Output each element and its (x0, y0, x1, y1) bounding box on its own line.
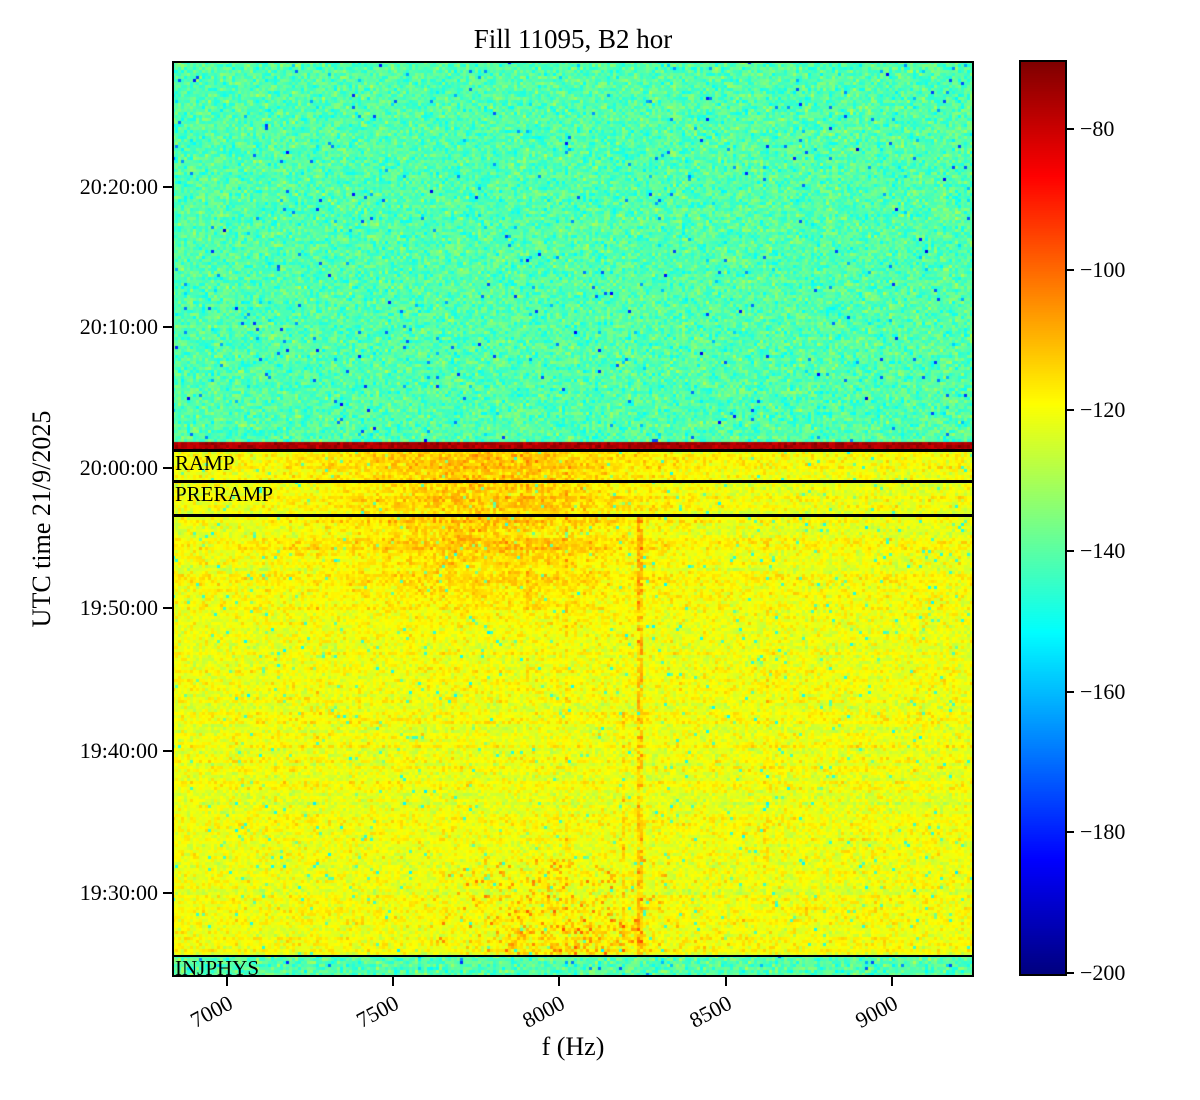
y-tick-label: 19:30:00 (79, 880, 158, 905)
colorbar-tick-mark (1066, 831, 1074, 834)
colorbar-tick-label: −160 (1080, 678, 1126, 704)
colorbar-tick-label: −80 (1080, 116, 1115, 142)
x-tick-mark (558, 977, 561, 986)
colorbar-tick-mark (1066, 690, 1074, 693)
annotation-line (172, 955, 974, 958)
plot-title: Fill 11095, B2 hor (473, 24, 673, 54)
colorbar-tick-mark (1066, 409, 1074, 412)
y-tick-mark (163, 466, 172, 469)
colorbar-tick-label: −120 (1080, 397, 1126, 423)
y-tick-label: 20:00:00 (79, 454, 158, 480)
x-tick-label: 9000 (850, 990, 902, 1033)
colorbar-tick-mark (1066, 128, 1074, 131)
y-tick-mark (163, 607, 172, 610)
y-tick-label: 20:20:00 (79, 174, 158, 200)
colorbar-tick-label: −140 (1080, 538, 1126, 564)
y-tick-label: 19:40:00 (79, 738, 158, 764)
y-tick-mark (163, 892, 172, 894)
y-tick-label: 19:50:00 (79, 595, 158, 621)
annotation-label: INJPHYS (175, 956, 260, 981)
x-tick-label: 8000 (518, 990, 570, 1033)
colorbar-tick-mark (1066, 971, 1074, 974)
colorbar-canvas (1020, 61, 1066, 975)
x-tick-mark (392, 977, 395, 986)
colorbar-tick-mark (1066, 550, 1074, 553)
x-tick-mark (226, 977, 229, 986)
colorbar-tick-label: −100 (1080, 256, 1126, 282)
x-tick-label: 8500 (684, 990, 736, 1033)
colorbar-tick-label: −200 (1080, 959, 1126, 985)
annotation-line (172, 514, 974, 518)
annotation-line (172, 480, 974, 484)
colorbar-tick-mark (1066, 268, 1074, 271)
x-axis-label: f (Hz) (541, 1032, 605, 1061)
x-tick-label: 7000 (186, 990, 237, 1033)
annotation-label: PRERAMP (175, 482, 274, 507)
y-tick-mark (163, 326, 172, 329)
annotation-line (172, 448, 974, 452)
x-tick-mark (724, 977, 727, 986)
spectrogram-canvas (172, 61, 974, 977)
x-tick-mark (890, 977, 893, 986)
y-tick-mark (163, 750, 172, 753)
colorbar-tick-label: −180 (1080, 819, 1126, 845)
y-axis-label: UTC time 21/9/2025 (27, 410, 56, 628)
x-tick-label: 7500 (352, 990, 403, 1033)
y-tick-label: 20:10:00 (79, 314, 158, 340)
annotation-label: RAMP (175, 450, 235, 475)
y-tick-mark (163, 186, 172, 189)
